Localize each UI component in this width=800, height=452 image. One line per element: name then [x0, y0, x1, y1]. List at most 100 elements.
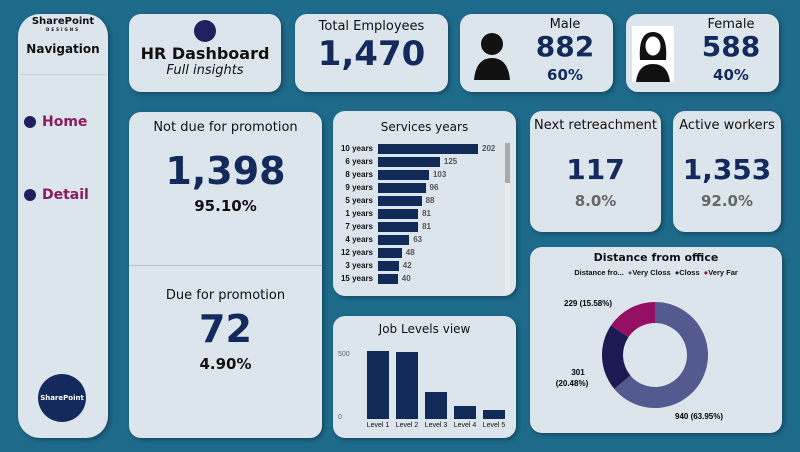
retreat-label: Next retreachment — [534, 118, 657, 133]
dot-icon — [24, 189, 36, 201]
tick-label: 1 years — [345, 209, 373, 218]
slice-very-closs[interactable] — [614, 302, 708, 408]
slice-very-far[interactable] — [611, 302, 655, 338]
due-value: 72 — [199, 307, 252, 351]
bar[interactable] — [454, 405, 476, 419]
header-dot — [194, 20, 216, 42]
female-avatar-icon — [632, 26, 674, 82]
not-due-label: Not due for promotion — [153, 120, 298, 135]
x-tick: Level 1 — [366, 422, 390, 429]
tick-label: 15 years — [340, 274, 373, 283]
y-tick: 500 — [338, 351, 350, 358]
female-pct: 40% — [713, 66, 749, 84]
data-label: 63 — [413, 235, 423, 244]
male-label: Male — [549, 17, 581, 32]
page-title: HR Dashboard — [140, 44, 270, 63]
active-value: 1,353 — [682, 153, 772, 186]
tick-label: 5 years — [345, 196, 373, 205]
male-pct: 60% — [547, 66, 583, 84]
chart-title: Services years — [380, 120, 469, 134]
bar[interactable] — [378, 222, 419, 232]
total-value: 1,470 — [317, 34, 426, 74]
not-due-value: 1,398 — [165, 149, 286, 193]
tick-label: 7 years — [345, 222, 373, 231]
bar[interactable] — [378, 209, 419, 219]
total-employees-card: Total Employees 1,470 — [295, 14, 448, 92]
tick-label: 8 years — [345, 170, 373, 179]
data-label: 81 — [422, 209, 431, 218]
bar[interactable] — [378, 274, 398, 284]
not-due-pct: 95.10% — [194, 197, 257, 215]
bar[interactable] — [378, 261, 399, 271]
bar[interactable] — [378, 183, 426, 193]
job-levels-chart: Job Levels view 0 500 Level 1 Level 2 Level … — [333, 316, 516, 438]
distance-chart: Distance from office Distance fro... ●Ve… — [530, 247, 782, 433]
bar[interactable] — [378, 235, 410, 245]
tick-label: 9 years — [345, 183, 373, 192]
due-pct: 4.90% — [199, 355, 252, 373]
nav-label: Detail — [42, 187, 89, 203]
legend-title: Distance fro... — [574, 268, 624, 277]
retreat-value: 117 — [566, 153, 625, 186]
data-label: 202 — [482, 144, 496, 153]
nav-item-home[interactable]: Home — [24, 114, 87, 130]
bar[interactable] — [483, 410, 505, 419]
tick-label: 4 years — [345, 235, 373, 244]
male-value: 882 — [535, 30, 595, 63]
legend: Distance fro... ●Very Closs ●Closs ●Very… — [530, 268, 782, 277]
dot-icon — [24, 116, 36, 128]
data-label: 40 — [401, 274, 411, 283]
male-avatar-icon — [474, 33, 510, 80]
legend-very-far[interactable]: ●Very Far — [703, 268, 738, 277]
promotion-card: Not due for promotion 1,398 95.10% Due f… — [129, 112, 322, 438]
bar[interactable] — [367, 350, 389, 419]
female-card: Female 588 40% — [626, 14, 779, 92]
y-tick: 0 — [338, 414, 342, 421]
data-label: 81 — [422, 222, 431, 231]
x-tick: Level 4 — [453, 422, 477, 429]
data-label: 940 (63.95%) — [675, 412, 723, 421]
tick-label: 12 years — [340, 248, 373, 257]
bar[interactable] — [425, 391, 447, 419]
services-years-chart: Services years 10 years 202 6 years 125 8 ye… — [333, 111, 516, 296]
male-card: Male 882 60% — [460, 14, 613, 92]
scrollbar[interactable] — [505, 143, 510, 291]
slice-closs[interactable] — [602, 325, 631, 389]
divider — [20, 74, 106, 75]
navigation-panel: SharePoint DESIGNS Navigation Home Detail… — [18, 14, 108, 438]
sharepoint-logo: SharePoint DESIGNS — [31, 16, 95, 32]
tick-label: 3 years — [345, 261, 373, 270]
chart-title: Job Levels view — [378, 322, 471, 336]
retreat-pct: 8.0% — [574, 192, 617, 210]
data-label: 88 — [425, 196, 435, 205]
legend-closs[interactable]: ●Closs — [674, 268, 700, 277]
x-tick: Level 3 — [424, 422, 448, 429]
x-tick: Level 2 — [395, 422, 419, 429]
total-label: Total Employees — [318, 19, 425, 34]
female-label: Female — [707, 17, 755, 32]
data-label: 96 — [429, 183, 439, 192]
bar[interactable] — [378, 157, 440, 167]
female-value: 588 — [701, 30, 761, 63]
bar[interactable] — [378, 248, 402, 258]
due-label: Due for promotion — [165, 288, 286, 303]
bar[interactable] — [378, 144, 478, 154]
header-card: HR Dashboard Full insights — [129, 14, 281, 92]
nav-label: Home — [42, 114, 88, 130]
legend-very-closs[interactable]: ●Very Closs — [627, 268, 671, 277]
sharepoint-badge[interactable]: SharePoint — [38, 374, 86, 422]
data-label: 229 (15.58%) — [564, 299, 612, 308]
navigation-title: Navigation — [26, 42, 100, 56]
retreachment-card: Next retreachment 117 8.0% — [530, 111, 661, 232]
bar[interactable] — [378, 196, 422, 206]
tick-label: 10 years — [340, 144, 373, 153]
bar[interactable] — [396, 351, 418, 419]
active-workers-card: Active workers 1,353 92.0% — [673, 111, 781, 232]
page-subtitle: Full insights — [166, 63, 244, 78]
bar[interactable] — [378, 170, 429, 180]
x-tick: Level 5 — [482, 422, 506, 429]
tick-label: 6 years — [345, 157, 373, 166]
nav-item-detail[interactable]: Detail — [24, 187, 89, 203]
active-label: Active workers — [679, 118, 775, 133]
data-label: 48 — [405, 248, 415, 257]
